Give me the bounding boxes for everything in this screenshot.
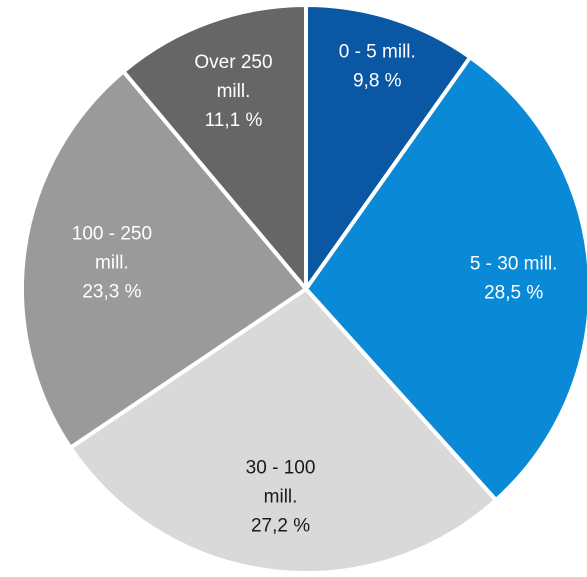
pie-slice: [121, 3, 308, 291]
slice-category-label: Over 250: [194, 52, 272, 73]
slice-category-label: 30 - 100: [246, 457, 316, 478]
pie-slices: [20, 3, 587, 575]
pie-slice-label: 5 - 30 mill. 28,5 %: [470, 253, 558, 303]
pie-slice-label: 100 - 250 mill. 23,3 %: [72, 224, 152, 303]
pie-labels: 0 - 5 mill. 9,8 % 5 - 30 mill. 28,5 % 30 - 1…: [72, 42, 558, 537]
pie-slice: [68, 287, 498, 575]
pie-slice: [304, 3, 473, 291]
pie-slice: [20, 69, 308, 450]
slice-value-label: 9,8 %: [353, 71, 402, 92]
slice-value-label: 27,2 %: [251, 515, 310, 536]
slice-value-label: 28,5 %: [484, 282, 543, 303]
slice-category-label: mill.: [217, 81, 251, 102]
slice-category-label: 100 - 250: [72, 224, 152, 245]
slice-category-label: 5 - 30 mill.: [470, 253, 558, 274]
pie-slice: [304, 55, 587, 503]
pie-slice-label: Over 250 mill. 11,1 %: [194, 52, 272, 131]
slice-category-label: mill.: [264, 486, 298, 507]
slice-value-label: 11,1 %: [205, 110, 263, 131]
pie-slice-label: 30 - 100 mill. 27,2 %: [246, 457, 316, 536]
slice-category-label: mill.: [95, 253, 129, 274]
slice-value-label: 23,3 %: [82, 282, 141, 303]
slice-category-label: 0 - 5 mill.: [339, 42, 416, 63]
pie-slice-label: 0 - 5 mill. 9,8 %: [339, 42, 416, 92]
